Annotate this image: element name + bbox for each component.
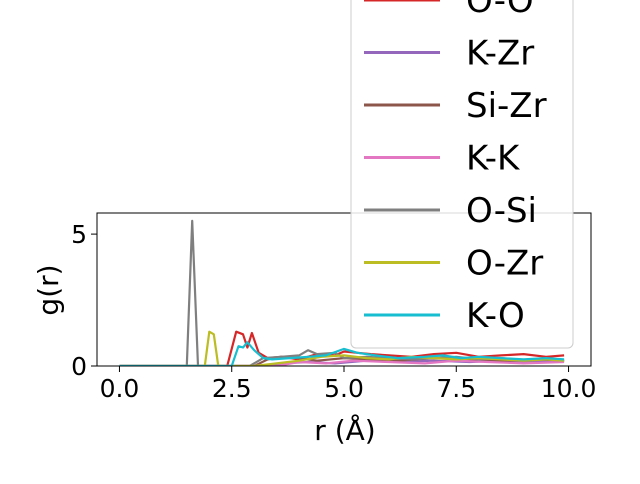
series-line-k-o <box>119 341 565 366</box>
legend-label-si-zr: Si-Zr <box>466 86 547 126</box>
legend-label-k-zr: K-Zr <box>466 34 534 74</box>
x-tick-label: 10.0 <box>541 374 597 403</box>
legend-label-k-o: K-O <box>466 296 525 336</box>
series-line-o-zr <box>119 330 565 366</box>
legend-label-o-zr: O-Zr <box>466 244 543 284</box>
legend-label-o-si: O-Si <box>466 191 537 231</box>
legend: O-O K-Zr Si-Zr K-K O-Si O-Zr K-O <box>350 0 574 349</box>
x-tick-label: 5.0 <box>324 374 364 403</box>
plot-area <box>119 219 565 366</box>
axes: 0.0 2.5 5.0 7.5 10.0 0 5 <box>71 212 597 403</box>
x-axis-label: r (Å) <box>314 413 375 447</box>
legend-box <box>350 0 574 349</box>
y-tick-label: 5 <box>71 220 87 249</box>
x-tick-label: 7.5 <box>436 374 476 403</box>
y-tick-label: 0 <box>71 352 87 381</box>
legend-label-o-o: O-O <box>466 0 534 21</box>
y-axis-label: g(r) <box>32 264 65 315</box>
series-line-k-k <box>119 359 565 366</box>
x-tick-label: 0.0 <box>100 374 140 403</box>
legend-label-k-k: K-K <box>466 139 521 179</box>
x-tick-label: 2.5 <box>212 374 252 403</box>
